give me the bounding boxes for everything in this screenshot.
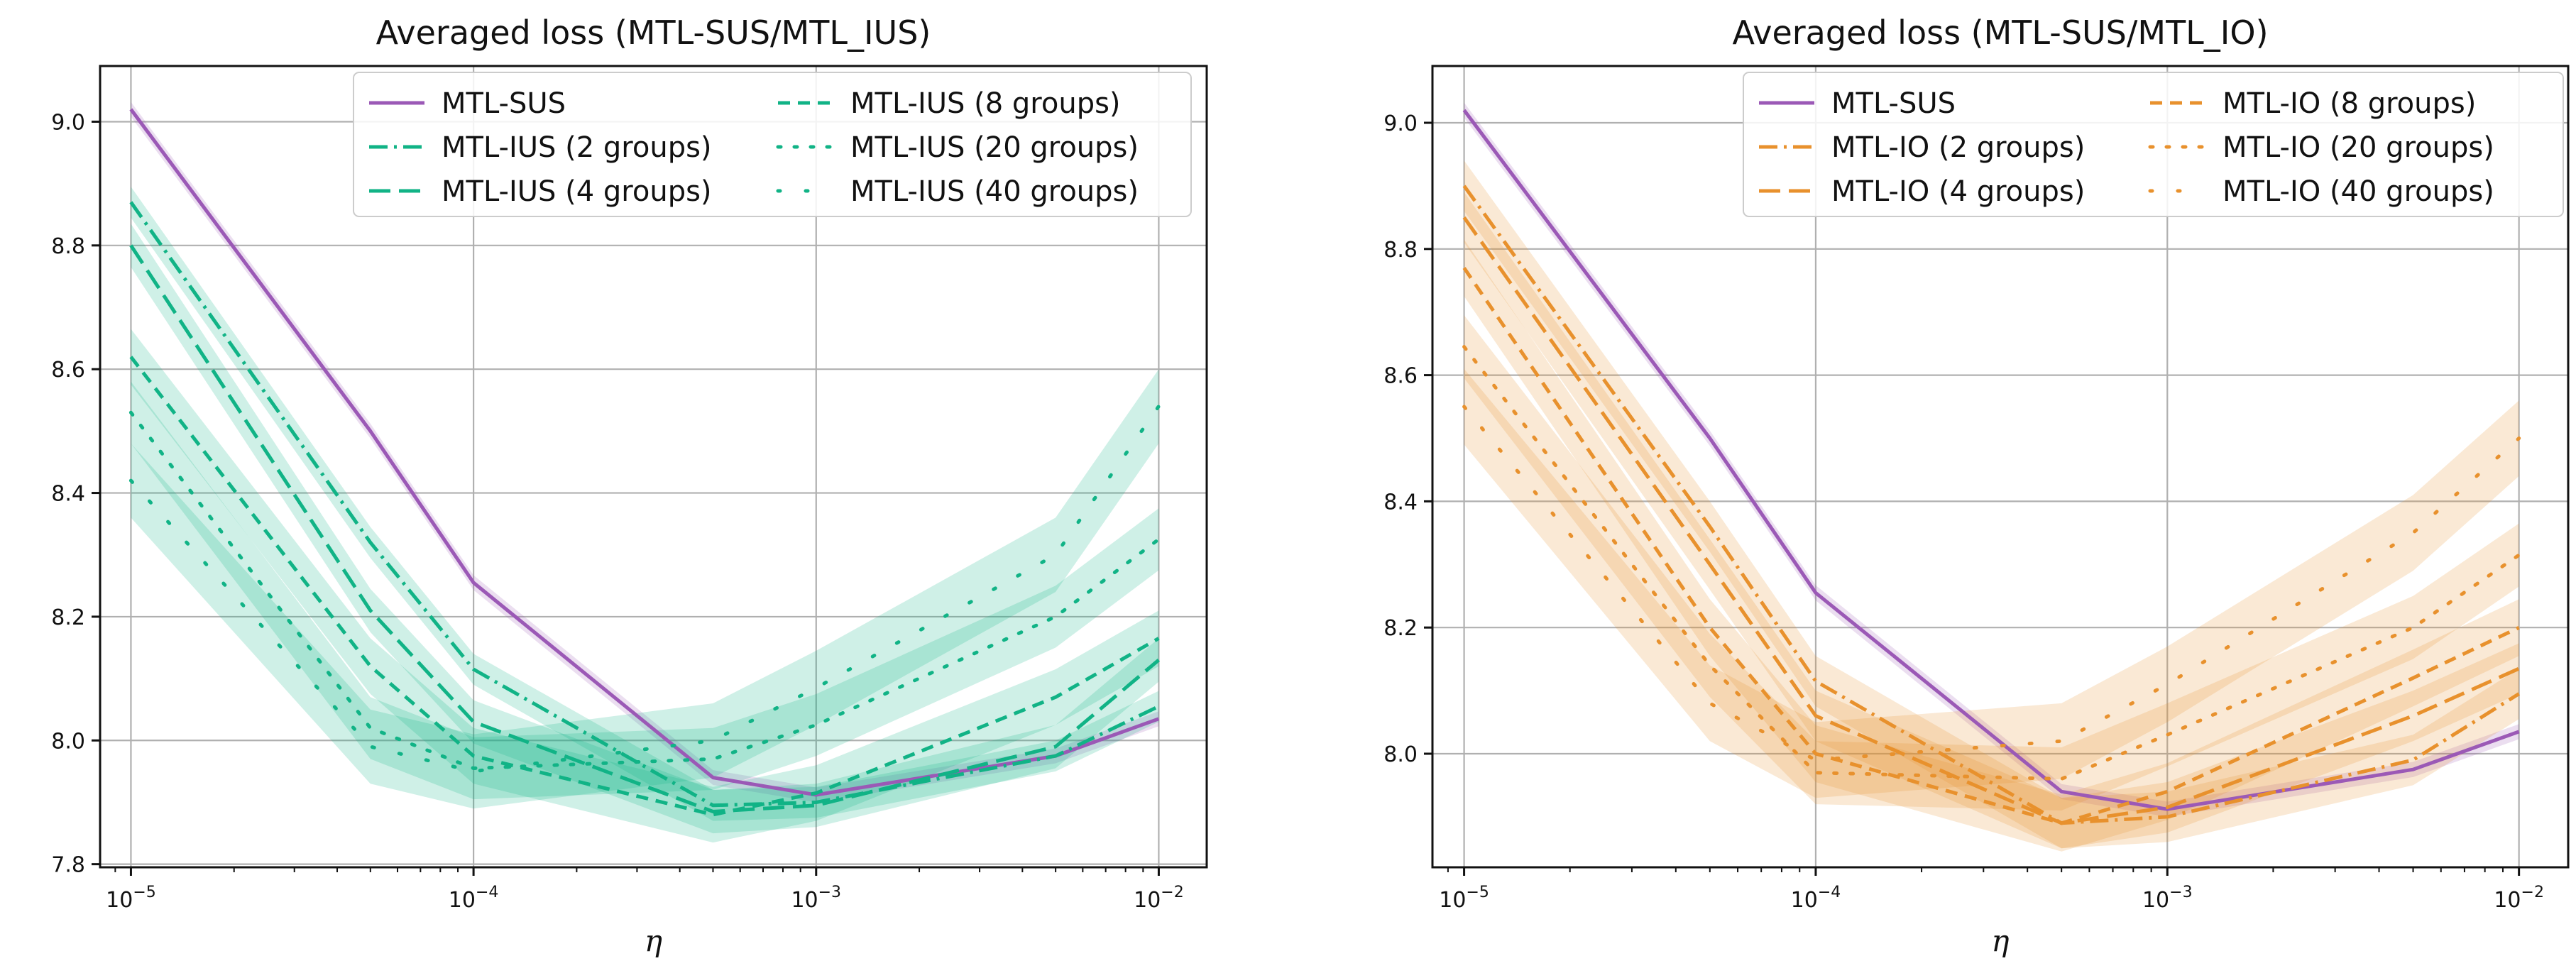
panel-right: 10−5 10−4 10−3 10−28.08.28.48.68.89.0Averag… — [1383, 13, 2570, 958]
legend-box — [353, 72, 1192, 217]
x-tick-label: 10−5 — [106, 884, 156, 913]
confidence-band — [1464, 192, 2519, 849]
y-tick-label: 8.4 — [51, 482, 85, 507]
axes-frame — [99, 65, 1208, 869]
x-tick-exponent: −5 — [133, 884, 155, 901]
confidence-band — [1464, 160, 2519, 849]
x-tick-label: 10−4 — [1791, 884, 1841, 913]
legend-label: MTL-IO (40 groups) — [2223, 175, 2494, 208]
confidence-band — [1464, 315, 2519, 811]
x-tick-exponent: −3 — [818, 884, 841, 901]
x-tick-base: 10 — [1439, 888, 1466, 913]
series-line — [1462, 267, 2520, 825]
series-line — [1462, 109, 2520, 811]
series-line — [1462, 345, 2521, 781]
legend-label: MTL-IUS (2 groups) — [442, 131, 712, 164]
x-axis-label: η — [1991, 923, 2009, 958]
legend-label: MTL-SUS — [442, 87, 566, 120]
legend-label: MTL-IO (8 groups) — [2223, 87, 2476, 120]
legend-label: MTL-IUS (20 groups) — [850, 131, 1139, 164]
x-tick-exponent: −3 — [2169, 884, 2192, 901]
legend-label: MTL-IUS (8 groups) — [850, 87, 1121, 120]
x-tick-base: 10 — [449, 888, 476, 913]
series-line — [129, 356, 1160, 817]
legend-label: MTL-SUS — [1831, 87, 1956, 120]
legend: MTL-SUS MTL-IO (2 groups) MTL-IO (4 groups… — [1743, 72, 2564, 217]
y-tick-label: 8.6 — [51, 358, 85, 383]
x-tick-base: 10 — [1791, 888, 1818, 913]
x-tick-exponent: −4 — [476, 884, 498, 901]
legend-label: MTL-IO (2 groups) — [1831, 131, 2085, 164]
series-line — [129, 244, 1161, 813]
x-tick-exponent: −2 — [2521, 884, 2544, 901]
y-tick-label: 8.2 — [1383, 616, 1418, 641]
x-tick-label: 10−5 — [1439, 884, 1489, 913]
series-line — [129, 201, 1160, 808]
legend-label: MTL-IO (4 groups) — [1831, 175, 2085, 208]
y-tick-label: 8.2 — [51, 605, 85, 630]
confidence-band — [131, 381, 1159, 800]
panel-left: 10−5 10−4 10−3 10−27.88.08.28.48.68.89.0Ave… — [51, 13, 1208, 958]
y-tick-label: 7.8 — [51, 853, 85, 878]
x-tick-base: 10 — [1134, 888, 1161, 913]
y-tick-label: 8.0 — [1383, 742, 1418, 767]
y-tick-label: 8.6 — [1383, 364, 1418, 389]
x-tick-label: 10−2 — [2494, 884, 2544, 913]
x-tick-exponent: −5 — [1466, 884, 1489, 901]
y-tick-label: 8.8 — [1383, 238, 1418, 263]
x-tick-label: 10−4 — [449, 884, 499, 913]
y-tick-label: 9.0 — [1383, 111, 1418, 136]
y-tick-label: 8.8 — [51, 234, 85, 259]
plot-area — [1462, 102, 2521, 852]
chart-title: Averaged loss (MTL-SUS/MTL_IUS) — [376, 13, 931, 52]
y-tick-label: 8.0 — [51, 729, 85, 754]
x-axis-label: η — [645, 923, 662, 958]
chart-title: Averaged loss (MTL-SUS/MTL_IO) — [1732, 13, 2268, 52]
legend-box — [1743, 72, 2564, 217]
x-tick-base: 10 — [106, 888, 133, 913]
series-line — [128, 410, 1161, 770]
x-tick-exponent: −4 — [1818, 884, 1841, 901]
x-tick-base: 10 — [2494, 888, 2521, 913]
x-tick-label: 10−2 — [1134, 884, 1184, 913]
x-tick-exponent: −2 — [1161, 884, 1183, 901]
legend-label: MTL-IUS (4 groups) — [442, 175, 712, 208]
x-tick-label: 10−3 — [2142, 884, 2193, 913]
legend-label: MTL-IUS (40 groups) — [850, 175, 1139, 208]
x-tick-base: 10 — [791, 888, 818, 913]
y-tick-label: 8.4 — [1383, 490, 1418, 515]
confidence-band — [1464, 368, 2519, 798]
axes-frame — [1431, 65, 2570, 869]
legend-label: MTL-IO (20 groups) — [2223, 131, 2494, 164]
plot-area — [128, 101, 1161, 843]
x-tick-label: 10−3 — [791, 884, 841, 913]
y-tick-label: 9.0 — [51, 110, 85, 135]
x-tick-base: 10 — [2142, 888, 2169, 913]
legend: MTL-SUS MTL-IUS (2 groups) MTL-IUS (4 grou… — [353, 72, 1192, 217]
